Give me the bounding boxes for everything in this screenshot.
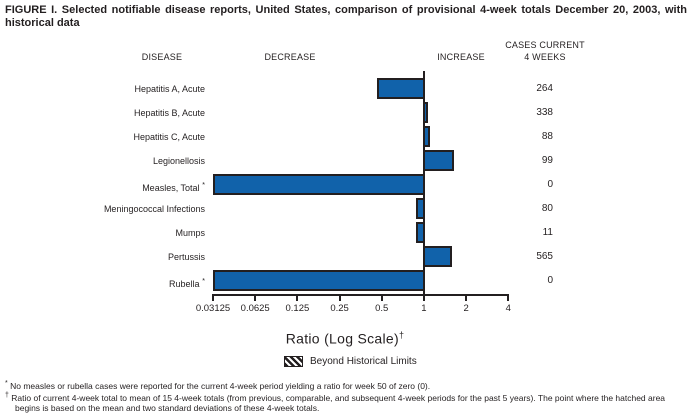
column-header-disease: DISEASE <box>141 52 183 62</box>
disease-label-text: Legionellosis <box>152 155 205 166</box>
disease-footnote-marker: * <box>202 275 205 285</box>
axis-tick-label: 0.5 <box>375 303 389 314</box>
cases-current-value: 338 <box>536 106 553 118</box>
disease-footnote-marker: * <box>202 179 205 189</box>
cases-current-value: 80 <box>541 202 553 214</box>
cases-current-value: 0 <box>547 274 553 286</box>
cases-header-line-2: 4 WEEKS <box>524 52 566 62</box>
ratio-bar <box>213 270 426 291</box>
axis-tick-label: 0.0625 <box>240 303 270 314</box>
axis-tick <box>422 296 425 301</box>
axis-tick <box>465 296 468 301</box>
axis-tick-label: 0.03125 <box>195 303 231 314</box>
disease-label-text: Hepatitis B, Acute <box>133 107 205 118</box>
axis-tick <box>338 296 341 301</box>
axis-tick <box>507 296 510 301</box>
footnote-asterisk: * No measles or rubella cases were repor… <box>5 379 689 391</box>
disease-label: Hepatitis A, Acute <box>30 83 205 95</box>
ratio-bar <box>415 222 426 243</box>
cases-current-value: 0 <box>547 178 553 190</box>
x-axis-label-text: Ratio (Log Scale) <box>285 330 399 347</box>
disease-label-text: Rubella <box>169 278 200 289</box>
disease-label: Legionellosis <box>30 155 205 167</box>
axis-tick-label: 1 <box>421 303 427 314</box>
cases-current-value: 565 <box>536 250 553 262</box>
footnotes: * No measles or rubella cases were repor… <box>5 379 689 413</box>
disease-label: Hepatitis B, Acute <box>30 107 205 119</box>
cases-current-value: 99 <box>541 154 553 166</box>
disease-label-text: Hepatitis C, Acute <box>133 131 205 142</box>
disease-label: Measles, Total * <box>30 179 205 194</box>
footnote-text: Ratio of current 4-week total to mean of… <box>11 392 666 413</box>
figure-title: FIGURE I. Selected notifiable disease re… <box>5 4 687 29</box>
column-header-increase: INCREASE <box>437 52 485 62</box>
disease-label-text: Measles, Total <box>142 182 200 193</box>
axis-tick-label: 0.25 <box>330 303 349 314</box>
disease-label-text: Hepatitis A, Acute <box>134 83 205 94</box>
footnote-marker: † <box>5 391 9 399</box>
disease-label: Hepatitis C, Acute <box>30 131 205 143</box>
cases-current-value: 264 <box>536 82 553 94</box>
disease-label-text: Pertussis <box>167 251 205 262</box>
axis-tick <box>254 296 257 301</box>
disease-label: Meningococcal Infections <box>30 203 205 215</box>
ratio-bar <box>422 150 454 171</box>
disease-label-text: Mumps <box>175 227 205 238</box>
ratio-bar <box>376 78 426 99</box>
cases-current-value: 11 <box>542 226 553 238</box>
axis-tick <box>380 296 383 301</box>
disease-label-text: Meningococcal Infections <box>103 203 205 214</box>
footnote-text: No measles or rubella cases were reporte… <box>10 380 431 391</box>
axis-tick-label: 2 <box>463 303 469 314</box>
legend-label: Beyond Historical Limits <box>310 356 417 367</box>
ratio-bar <box>422 246 453 267</box>
axis-tick-label: 0.125 <box>285 303 310 314</box>
ratio-bar <box>422 102 428 123</box>
ratio-bar <box>415 198 426 219</box>
dagger-footnote-marker: † <box>398 330 405 340</box>
axis-tick <box>212 296 214 301</box>
disease-label: Rubella * <box>30 275 205 290</box>
x-axis-label: Ratio (Log Scale)† <box>210 330 480 347</box>
column-header-decrease: DECREASE <box>264 52 316 62</box>
x-axis-line <box>212 294 509 296</box>
cases-header-line-1: CASES CURRENT <box>505 40 585 50</box>
disease-label: Mumps <box>30 227 205 239</box>
hatched-swatch-icon <box>284 356 303 367</box>
axis-tick-label: 4 <box>505 303 511 314</box>
cases-current-value: 88 <box>541 130 553 142</box>
footnote-dagger: † Ratio of current 4-week total to mean … <box>5 391 689 413</box>
footnote-marker: * <box>5 380 8 387</box>
ratio-bar <box>422 126 431 147</box>
ratio-bar <box>213 174 426 195</box>
disease-label: Pertussis <box>30 251 205 263</box>
axis-tick <box>296 296 299 301</box>
column-header-cases-current-4-weeks: CASES CURRENT 4 WEEKS <box>485 39 605 63</box>
